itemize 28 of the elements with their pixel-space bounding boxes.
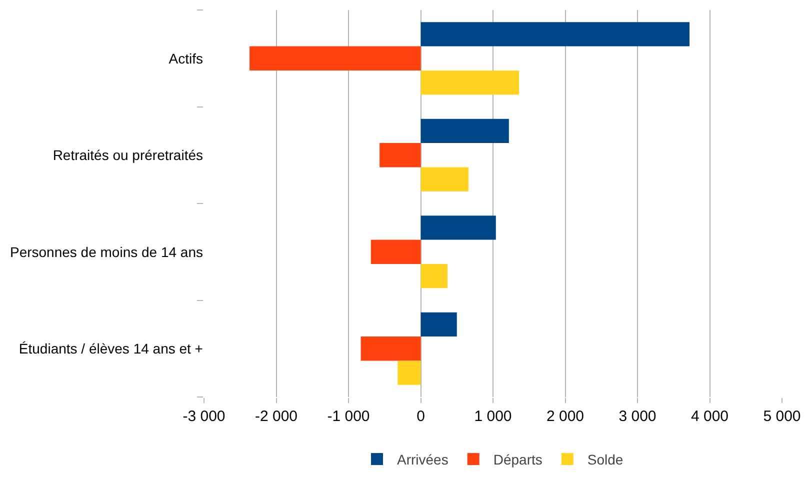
x-tick-label: 2 000 — [546, 408, 584, 425]
bar — [420, 22, 690, 46]
y-tick-label: Étudiants / élèves 14 ans et + — [18, 340, 203, 357]
x-tick-label: -3 000 — [182, 408, 226, 425]
bar — [380, 143, 421, 168]
x-tick-label: 3 000 — [618, 408, 656, 425]
legend-label: Arrivées — [397, 452, 448, 468]
bar — [370, 240, 421, 264]
bar — [250, 46, 421, 70]
y-tick-label: Retraités ou préretraités — [52, 147, 203, 164]
x-tick-label: 0 — [416, 408, 425, 425]
bar — [398, 360, 421, 385]
bar — [420, 167, 468, 192]
x-tick-label: 1 000 — [474, 408, 512, 425]
x-tick-label: -1 000 — [327, 408, 370, 425]
bar — [420, 312, 457, 337]
legend-label: Départs — [493, 452, 542, 468]
bar — [420, 264, 448, 288]
x-tick-label: -2 000 — [254, 408, 298, 425]
y-tick-label: Personnes de moins de 14 ans — [10, 244, 203, 260]
bar — [420, 118, 509, 144]
x-tick-label: 4 000 — [690, 408, 729, 425]
bar — [360, 336, 421, 361]
x-tick-label: 5 000 — [763, 408, 801, 425]
y-tick-label: Actifs — [168, 50, 203, 66]
bar — [420, 70, 520, 95]
bar — [420, 216, 496, 240]
legend-label: Solde — [587, 452, 624, 468]
